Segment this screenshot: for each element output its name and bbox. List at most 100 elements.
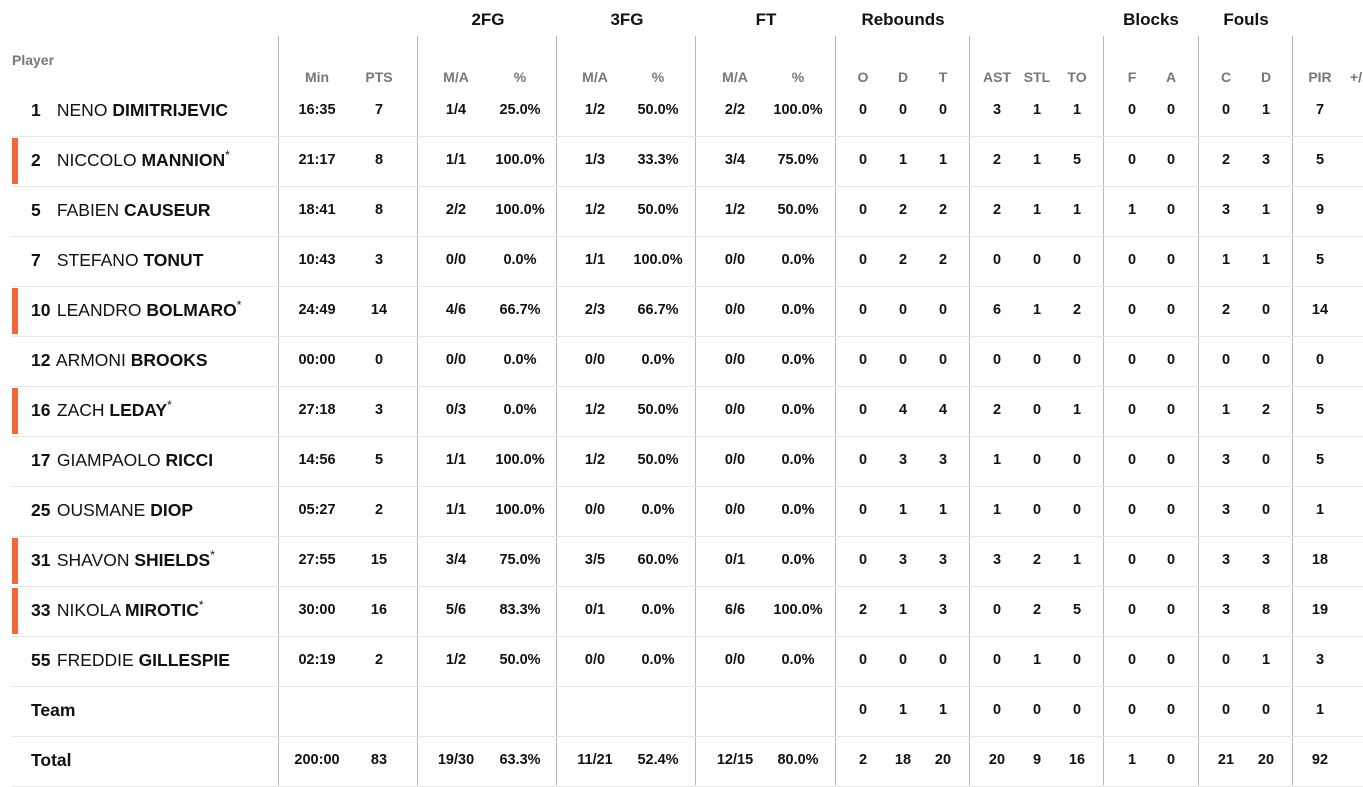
stat-fg3-ma: 1/2 xyxy=(584,102,606,118)
column-header-fg2-ma[interactable]: M/A xyxy=(443,69,469,85)
stat-min: 200:00 xyxy=(294,752,340,768)
stat-ast: 0 xyxy=(992,352,1002,368)
column-header-d[interactable]: D xyxy=(897,69,909,85)
column-header-bf[interactable]: F xyxy=(1127,69,1137,85)
stat-pir: 92 xyxy=(1311,752,1329,768)
stat-o: 0 xyxy=(858,452,868,468)
stat-pir: 0 xyxy=(1315,352,1325,368)
stat-ft-ma: 0/0 xyxy=(724,302,746,318)
column-header-t[interactable]: T xyxy=(938,69,948,85)
stat-pts: 7 xyxy=(374,102,384,118)
stat-ft-pct: 0.0% xyxy=(781,502,815,518)
player-name-link[interactable]: 10 LEANDRO BOLMARO* xyxy=(31,298,241,321)
stat-bf: 0 xyxy=(1127,552,1137,568)
stat-fg2-pct: 63.3% xyxy=(499,752,541,768)
stat-fg3-ma: 1/2 xyxy=(584,452,606,468)
player-name-link[interactable]: 2 NICCOLO MANNION* xyxy=(31,148,230,171)
stat-pts: 3 xyxy=(374,402,384,418)
stat-d: 1 xyxy=(898,152,908,168)
stat-fg3-ma: 1/3 xyxy=(584,152,606,168)
starter-asterisk: * xyxy=(225,148,230,162)
column-header-fg2-pct[interactable]: % xyxy=(513,69,527,85)
stat-fg3-pct: 66.7% xyxy=(637,302,679,318)
stat-ft-ma: 0/0 xyxy=(724,352,746,368)
column-header-to[interactable]: TO xyxy=(1067,69,1087,85)
column-header-fg3-ma[interactable]: M/A xyxy=(582,69,608,85)
player-first-name: SHAVON xyxy=(56,550,130,570)
stat-fg3-ma: 11/21 xyxy=(577,752,613,768)
stat-fg3-pct: 0.0% xyxy=(641,352,675,368)
stat-ba: 0 xyxy=(1166,202,1176,218)
player-last-name: CAUSEUR xyxy=(124,200,211,220)
stat-ft-pct: 100.0% xyxy=(773,102,823,118)
stat-min: 16:35 xyxy=(298,102,336,118)
player-column-header[interactable]: Player xyxy=(12,52,55,68)
stat-fg3-pct: 50.0% xyxy=(637,202,679,218)
stat-ast: 0 xyxy=(992,602,1002,618)
column-divider xyxy=(417,36,418,785)
stat-stl: 0 xyxy=(1032,352,1042,368)
column-header-stl[interactable]: STL xyxy=(1023,69,1051,85)
player-name-link[interactable]: 5 FABIEN CAUSEUR xyxy=(31,200,211,221)
stat-to: 1 xyxy=(1072,202,1082,218)
stat-fc: 3 xyxy=(1221,502,1231,518)
player-name-link[interactable]: 25 OUSMANE DIOP xyxy=(31,500,193,521)
column-header-fd[interactable]: D xyxy=(1260,69,1272,85)
stat-stl: 0 xyxy=(1032,452,1042,468)
stat-fd: 8 xyxy=(1261,602,1271,618)
player-row: 1 NENO DIMITRIJEVIC 16:35 7 1/4 25.0% 1/2 50.0… xyxy=(12,86,1363,137)
player-number: 5 xyxy=(31,200,41,220)
stat-pts: 14 xyxy=(370,302,388,318)
stat-stl: 1 xyxy=(1032,152,1042,168)
column-header-ft-ma[interactable]: M/A xyxy=(722,69,748,85)
player-name-link[interactable]: 33 NIKOLA MIROTIC* xyxy=(31,598,204,621)
player-first-name: OUSMANE xyxy=(56,500,146,520)
player-name-link[interactable]: 55 FREDDIE GILLESPIE xyxy=(31,650,230,671)
column-header-pir[interactable]: PIR xyxy=(1308,69,1332,85)
stat-min: 27:18 xyxy=(298,402,336,418)
stat-stl: 1 xyxy=(1032,652,1042,668)
player-name-link[interactable]: 16 ZACH LEDAY* xyxy=(31,398,172,421)
player-name-link[interactable]: 31 SHAVON SHIELDS* xyxy=(31,548,215,571)
stat-ba: 0 xyxy=(1166,652,1176,668)
stat-fg3-ma: 3/5 xyxy=(584,552,606,568)
column-header-fc[interactable]: C xyxy=(1220,69,1232,85)
stat-to: 5 xyxy=(1072,152,1082,168)
stat-fg3-ma: 1/2 xyxy=(584,202,606,218)
stat-d: 1 xyxy=(898,702,908,718)
column-header-fg3-pct[interactable]: % xyxy=(651,69,665,85)
stat-pir: 18 xyxy=(1311,552,1329,568)
column-header-o[interactable]: O xyxy=(857,69,869,85)
column-header-ba[interactable]: A xyxy=(1165,69,1177,85)
player-last-name: DIOP xyxy=(150,500,194,520)
column-header-ft-pct[interactable]: % xyxy=(791,69,805,85)
player-name-link[interactable]: 12 ARMONI BROOKS xyxy=(31,350,208,371)
stat-fg3-pct: 0.0% xyxy=(641,652,675,668)
column-divider xyxy=(835,36,836,785)
stat-o: 0 xyxy=(858,102,868,118)
group-header-rebounds: Rebounds xyxy=(861,10,945,29)
column-header-min[interactable]: Min xyxy=(304,69,330,85)
player-name-link[interactable]: 17 GIAMPAOLO RICCI xyxy=(31,450,213,471)
stat-pir: 7 xyxy=(1315,102,1325,118)
player-name-link[interactable]: 1 NENO DIMITRIJEVIC xyxy=(31,100,228,121)
stat-fg2-ma: 19/30 xyxy=(437,752,475,768)
stat-to: 1 xyxy=(1072,552,1082,568)
stat-to: 0 xyxy=(1072,252,1082,268)
stat-fc: 3 xyxy=(1221,552,1231,568)
stat-fg2-ma: 1/1 xyxy=(445,452,467,468)
stat-ba: 0 xyxy=(1166,602,1176,618)
stat-pir: 5 xyxy=(1315,152,1325,168)
stat-ft-pct: 0.0% xyxy=(781,352,815,368)
column-header-pts[interactable]: PTS xyxy=(365,69,393,85)
player-name-link[interactable]: 7 STEFANO TONUT xyxy=(31,250,203,271)
stat-t: 0 xyxy=(938,102,948,118)
stat-t: 1 xyxy=(938,152,948,168)
stat-fd: 0 xyxy=(1261,452,1271,468)
column-header-pm[interactable]: +/ xyxy=(1349,69,1363,85)
player-last-name: BROOKS xyxy=(130,350,208,370)
stat-ft-ma: 0/0 xyxy=(724,502,746,518)
column-header-ast[interactable]: AST xyxy=(983,69,1011,85)
starter-marker xyxy=(12,288,18,334)
stat-fg2-ma: 0/3 xyxy=(445,402,467,418)
